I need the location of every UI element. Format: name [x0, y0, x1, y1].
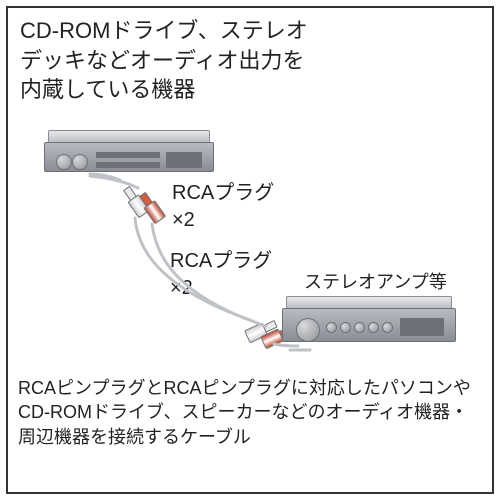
device-source-knob-1	[56, 154, 72, 170]
device-source-knob-2	[72, 154, 88, 170]
header-text: CD-ROMドライブ、ステレオ デッキなどオーディオ出力を 内蔵している機器	[20, 16, 308, 105]
rca-mid-label: RCAプラグ ×2	[170, 248, 272, 302]
device-amp-small-knob-4	[368, 322, 379, 333]
rca-top-label: RCAプラグ ×2	[172, 180, 274, 234]
device-amp-small-knob-3	[354, 322, 365, 333]
footer-text: RCAピンプラグとRCAピンプラグに対応したパソコンや CD-ROMドライブ、ス…	[18, 376, 471, 449]
device-amp-small-knob-5	[382, 322, 393, 333]
device-amp-small-knob-1	[326, 322, 337, 333]
device-source-slot-2	[96, 162, 160, 168]
device-source	[44, 130, 214, 180]
device-source-panel	[166, 152, 202, 168]
device-amp-big-knob	[296, 318, 320, 342]
device-amp	[282, 296, 456, 352]
device-amp-panel	[400, 318, 444, 336]
device-source-slot-1	[96, 152, 160, 158]
amp-label: ステレオアンプ等	[304, 270, 447, 294]
device-amp-small-knob-2	[340, 322, 351, 333]
